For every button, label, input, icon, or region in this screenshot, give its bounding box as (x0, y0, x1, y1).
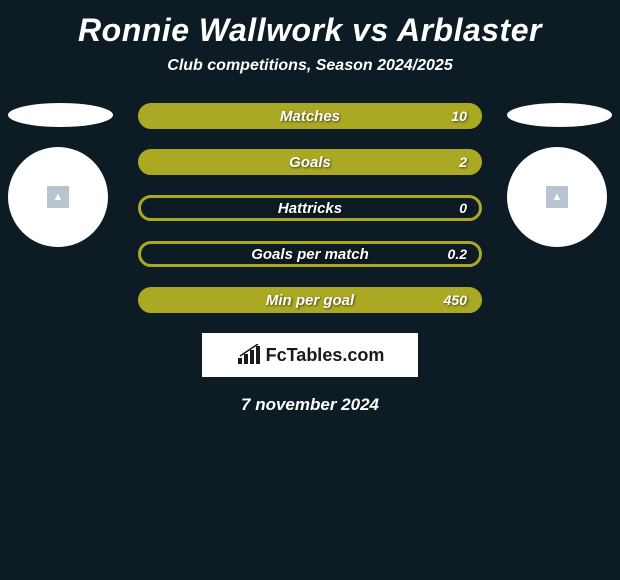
stat-value: 0 (459, 200, 467, 216)
player-right-avatar: ▲ (507, 103, 612, 247)
logo-brand-text: FcTables.com (266, 345, 385, 366)
stat-label: Matches (280, 108, 340, 125)
avatar-head (507, 103, 612, 127)
stats-container: Matches 10 Goals 2 Hattricks 0 Goals per… (138, 103, 482, 313)
jersey-placeholder: ▲ (546, 186, 568, 208)
page-title: Ronnie Wallwork vs Arblaster (0, 0, 620, 49)
stat-label: Hattricks (278, 200, 342, 217)
stat-value: 10 (451, 108, 467, 124)
logo-box: FcTables.com (202, 333, 418, 377)
player-left-avatar: ▲ (8, 103, 113, 247)
jersey-placeholder: ▲ (47, 186, 69, 208)
stat-row-matches: Matches 10 (138, 103, 482, 129)
stat-value: 450 (444, 292, 467, 308)
stat-row-min-per-goal: Min per goal 450 (138, 287, 482, 313)
avatar-head (8, 103, 113, 127)
stat-row-goals-per-match: Goals per match 0.2 (138, 241, 482, 267)
content-area: ▲ ▲ Matches 10 Goals 2 Hattricks 0 Goals… (0, 103, 620, 415)
stat-row-goals: Goals 2 (138, 149, 482, 175)
logo: FcTables.com (236, 344, 385, 366)
image-icon: ▲ (552, 191, 563, 203)
stat-label: Min per goal (266, 292, 354, 309)
stat-label: Goals (289, 154, 331, 171)
stat-value: 0.2 (448, 246, 467, 262)
image-icon: ▲ (53, 191, 64, 203)
stat-row-hattricks: Hattricks 0 (138, 195, 482, 221)
stat-label: Goals per match (251, 246, 369, 263)
date-text: 7 november 2024 (0, 395, 620, 415)
avatar-body: ▲ (507, 147, 607, 247)
page-subtitle: Club competitions, Season 2024/2025 (0, 57, 620, 75)
avatar-body: ▲ (8, 147, 108, 247)
chart-icon (236, 344, 262, 366)
stat-value: 2 (459, 154, 467, 170)
